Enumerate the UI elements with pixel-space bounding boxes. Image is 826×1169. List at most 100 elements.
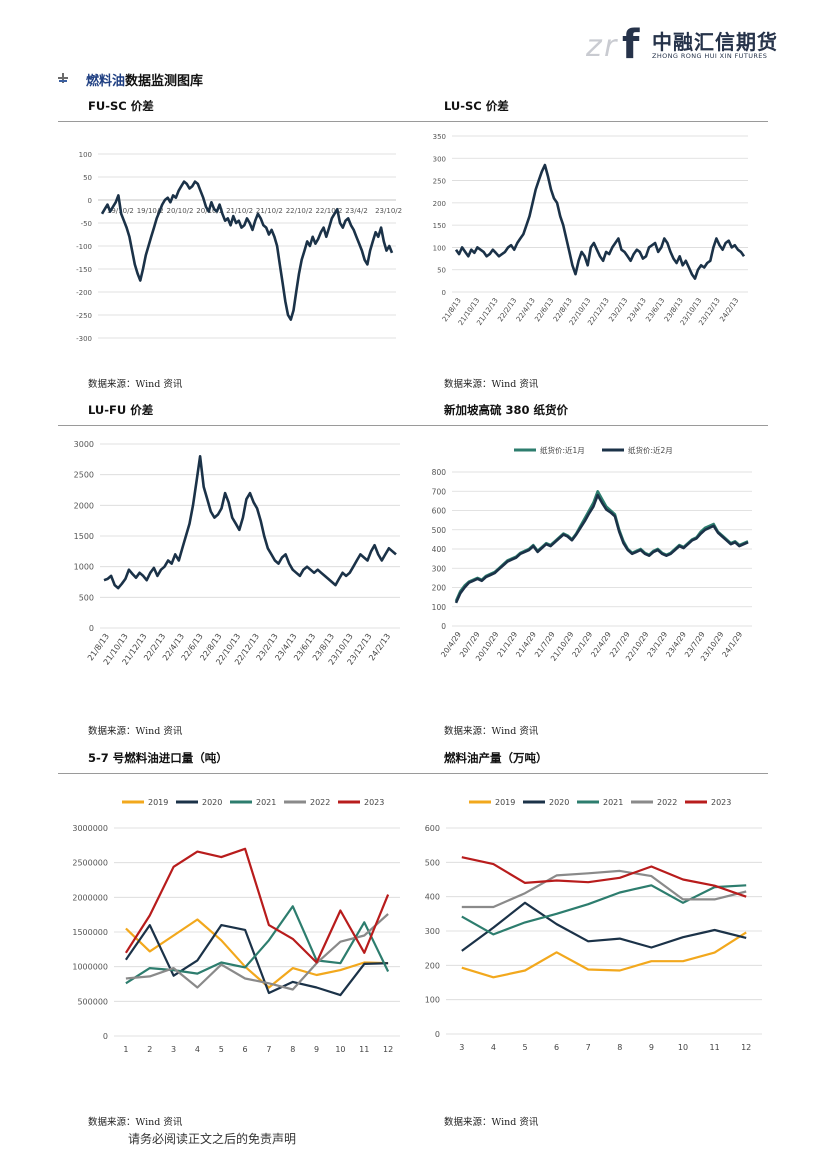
- series-line-2019: [125, 918, 389, 989]
- y-tick-label: 500000: [77, 997, 108, 1006]
- x-tick-label: 22/10/2: [286, 207, 313, 215]
- x-tick-label: 5: [522, 1043, 527, 1052]
- x-tick-label: 19/10/2: [137, 207, 164, 215]
- y-tick-label: 250: [433, 178, 446, 186]
- chart-output: 600 500 400 300 200 100 0 3 4 5 6 7 8 9 10 11 12 2019 2020…: [425, 798, 762, 1052]
- svg-text:z: z: [586, 29, 603, 62]
- y-tick-label: 200: [425, 961, 440, 970]
- chart-sg-380: 800700600500400300200100020/4/2920/7/292…: [432, 445, 752, 663]
- legend-label: 2023: [711, 798, 731, 807]
- x-tick-label: 10: [678, 1043, 688, 1052]
- y-tick-label: 700: [432, 487, 447, 496]
- x-tick-label: 9: [314, 1045, 319, 1054]
- legend-label: 2021: [603, 798, 623, 807]
- source-note: 数据来源：Wind 资讯: [444, 726, 539, 737]
- y-tick-label: -150: [76, 266, 92, 274]
- chart-lu-sc: 35030025020015010050021/8/1321/10/1321/1…: [433, 133, 748, 327]
- series-line: [103, 454, 397, 590]
- y-tick-label: -200: [76, 289, 92, 297]
- x-tick-label: 11: [710, 1043, 720, 1052]
- chart-title-sg-380: 新加坡高硫 380 纸货价: [444, 403, 569, 417]
- company-name-cn: 中融汇信期货: [652, 30, 778, 54]
- section-title-rest: 数据监测图库: [125, 74, 204, 89]
- y-tick-label: 500: [432, 526, 447, 535]
- y-tick-label: 2000: [74, 501, 94, 510]
- company-name-en: ZHONG RONG HUI XIN FUTURES: [652, 52, 768, 60]
- x-tick-label: 11: [359, 1045, 369, 1054]
- series-line-纸货价:近1月: [454, 489, 749, 602]
- y-tick-label: 300: [432, 564, 447, 573]
- y-tick-label: 3000: [74, 440, 94, 449]
- x-tick-label: 12: [741, 1043, 751, 1052]
- x-tick-label: 6: [554, 1043, 559, 1052]
- legend-label: 2020: [549, 798, 569, 807]
- y-tick-label: 0: [103, 1032, 108, 1041]
- x-tick-label: 10: [335, 1045, 345, 1054]
- divider: [58, 773, 768, 774]
- series-line-2021: [461, 884, 747, 936]
- x-tick-label: 4: [491, 1043, 496, 1052]
- x-tick-label: 7: [586, 1043, 591, 1052]
- x-tick-label: 7: [266, 1045, 271, 1054]
- y-tick-label: 350: [433, 133, 446, 141]
- legend-label: 2023: [364, 798, 384, 807]
- chart-import: 3000000 2500000 2000000 1500000 1000000 50000…: [72, 798, 400, 1054]
- series-line-2022: [461, 869, 747, 909]
- series-line-2020: [124, 924, 389, 997]
- y-tick-label: 100: [425, 996, 440, 1005]
- x-tick-label: 24/2/13: [718, 297, 740, 324]
- series-line-纸货价:近2月: [454, 493, 749, 604]
- x-tick-label: 2: [147, 1045, 152, 1054]
- y-tick-label: -300: [76, 335, 92, 343]
- legend-label: 2020: [202, 798, 222, 807]
- y-tick-label: 0: [441, 622, 446, 631]
- chart-title-fu-sc: FU-SC 价差: [88, 99, 154, 113]
- chart-title-lu-sc: LU-SC 价差: [444, 99, 509, 113]
- disclaimer-note: 请务必阅读正文之后的免责声明: [128, 1132, 297, 1146]
- y-tick-label: 50: [83, 174, 92, 182]
- y-tick-label: 1500: [74, 532, 94, 541]
- y-tick-label: 1000: [74, 563, 94, 572]
- series-line-2022: [125, 913, 389, 991]
- y-tick-label: 0: [89, 624, 94, 633]
- series-line: [454, 163, 746, 280]
- svg-text:f: f: [622, 22, 640, 62]
- y-tick-label: 300: [425, 927, 440, 936]
- y-tick-label: -250: [76, 312, 92, 320]
- y-tick-label: 2500: [74, 471, 94, 480]
- y-tick-label: 50: [437, 267, 446, 275]
- x-tick-label: 8: [617, 1043, 622, 1052]
- x-tick-label: 5: [219, 1045, 224, 1054]
- x-tick-label: 23/10/2: [375, 207, 402, 215]
- x-tick-label: 21/10/2: [256, 207, 283, 215]
- section-title: 燃料油数据监测图库: [86, 70, 203, 89]
- y-tick-label: 2000000: [72, 893, 108, 902]
- x-tick-label: 23/4/2: [345, 207, 368, 215]
- divider: [58, 121, 768, 122]
- y-tick-label: -50: [81, 220, 92, 228]
- legend-label: 纸货价:近1月: [540, 445, 585, 455]
- y-tick-label: 100: [433, 244, 446, 252]
- series-line: [100, 180, 394, 321]
- x-tick-label: 1: [123, 1045, 128, 1054]
- chart-lu-fu: 30002500200015001000500021/8/1321/10/132…: [74, 440, 400, 667]
- x-tick-label: 3: [171, 1045, 176, 1054]
- x-tick-label: 9: [649, 1043, 654, 1052]
- source-note: 数据来源：Wind 资讯: [444, 379, 539, 390]
- y-tick-label: 400: [425, 893, 440, 902]
- section-bullet-icon: [58, 73, 68, 83]
- series-line-2020: [461, 901, 747, 952]
- y-tick-label: 200: [432, 584, 447, 593]
- y-tick-label: 600: [425, 824, 440, 833]
- y-tick-label: 2500000: [72, 859, 108, 868]
- source-note: 数据来源：Wind 资讯: [88, 1117, 183, 1128]
- y-tick-label: -100: [76, 243, 92, 251]
- legend-label: 2019: [495, 798, 515, 807]
- y-tick-label: 300: [433, 155, 446, 163]
- series-line-2019: [461, 931, 747, 979]
- source-note: 数据来源：Wind 资讯: [444, 1117, 539, 1128]
- y-tick-label: 100: [432, 603, 447, 612]
- x-tick-label: 6: [243, 1045, 248, 1054]
- y-tick-label: 100: [79, 151, 92, 159]
